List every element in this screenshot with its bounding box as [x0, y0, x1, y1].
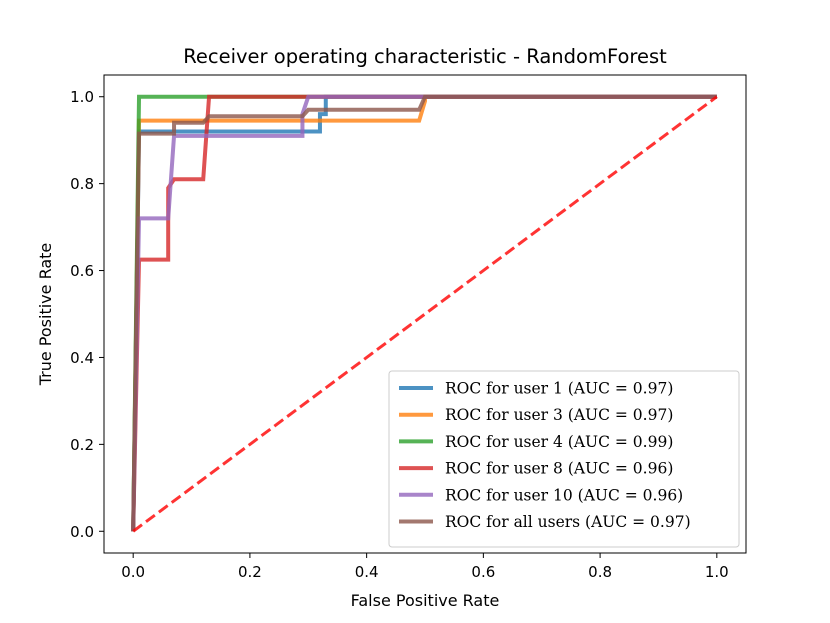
y-tick-label: 0.0 [70, 523, 94, 541]
x-axis-ticks: 0.0 0.2 0.4 0.6 0.8 1.0 [121, 553, 729, 581]
x-tick-label: 0.4 [355, 563, 379, 581]
legend-label-1: ROC for user 1 (AUC = 0.97) [445, 380, 673, 398]
legend-label-2: ROC for user 3 (AUC = 0.97) [445, 406, 673, 424]
y-tick-label: 0.6 [70, 262, 94, 280]
x-tick-label: 0.2 [238, 563, 262, 581]
series-line-6 [131, 94, 717, 532]
legend-label-5: ROC for user 10 (AUC = 0.96) [445, 486, 683, 504]
legend-box [388, 370, 740, 548]
x-tick-label: 1.0 [705, 563, 729, 581]
legend-label-4: ROC for user 8 (AUC = 0.96) [445, 460, 673, 478]
y-axis-ticks: 0.0 0.2 0.4 0.6 0.8 1.0 [70, 88, 104, 541]
y-axis-label: True Positive Rate [36, 243, 55, 387]
x-tick-label: 0.8 [588, 563, 612, 581]
y-tick-label: 0.4 [70, 349, 94, 367]
plot-frame [103, 74, 747, 554]
y-tick-label: 1.0 [70, 88, 94, 106]
chart-title: Receiver operating characteristic - Rand… [183, 45, 667, 68]
reference-diagonal-line [132, 95, 718, 533]
legend: ROC for user 1 (AUC = 0.97) ROC for user … [388, 370, 740, 548]
y-tick-label: 0.8 [70, 175, 94, 193]
plot-area [103, 74, 747, 554]
legend-label-6: ROC for all users (AUC = 0.97) [445, 513, 691, 531]
x-axis-label: False Positive Rate [351, 591, 500, 610]
y-tick-label: 0.2 [70, 436, 94, 454]
x-tick-label: 0.6 [471, 563, 495, 581]
x-tick-label: 0.0 [121, 563, 145, 581]
series-line-5 [131, 94, 717, 532]
legend-label-3: ROC for user 4 (AUC = 0.99) [445, 433, 673, 451]
